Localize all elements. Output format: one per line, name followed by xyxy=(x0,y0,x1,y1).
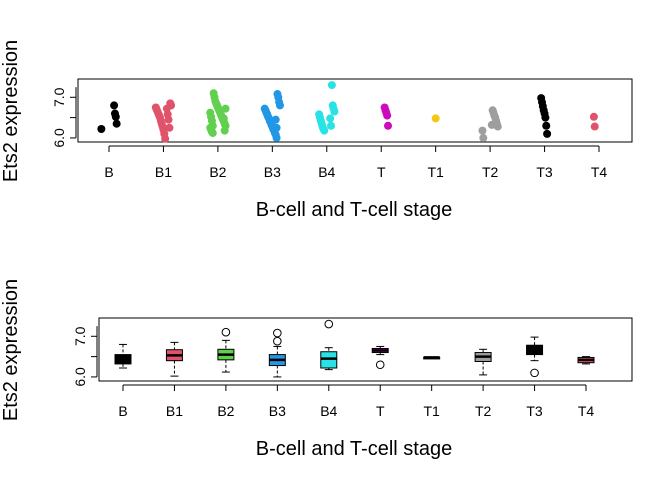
plot-frame-box xyxy=(98,317,633,382)
strip-point-b xyxy=(110,101,119,110)
strip-point-t4 xyxy=(590,122,599,131)
strip-point-b3 xyxy=(272,123,281,132)
x-tick-label-strip-t: T xyxy=(377,164,386,180)
strip-point-b2 xyxy=(220,126,229,135)
x-tick-label-strip-t4: T4 xyxy=(591,164,608,180)
strip-point-b4 xyxy=(315,110,324,119)
x-tick-label-box-t1: T1 xyxy=(423,403,440,419)
strip-point-t3 xyxy=(537,94,546,103)
strip-point-b3 xyxy=(260,104,269,113)
x-tick-label-strip-b: B xyxy=(104,164,113,180)
box-outlier xyxy=(273,336,282,346)
y-axis-title-strip: Ets2 expression xyxy=(0,40,22,182)
box-t1 xyxy=(423,356,441,360)
box-b4 xyxy=(320,319,338,371)
strip-point-t3 xyxy=(543,129,552,138)
x-tick-label-box-b1: B1 xyxy=(166,403,183,419)
strip-point-b2 xyxy=(206,108,215,117)
x-tick-label-strip-b4: B4 xyxy=(318,164,335,180)
x-tick-label-strip-t3: T3 xyxy=(536,164,553,180)
box-t xyxy=(371,345,389,370)
boxplot-panel: 6.0 7.0 B B1 B2 B3 B4 T T1 T2 T3 T4 B-cell and T-c… xyxy=(0,279,633,460)
strip-point-b3 xyxy=(271,115,280,124)
y-axis-box: 6.0 7.0 xyxy=(72,326,98,387)
strip-point-t2 xyxy=(478,126,487,135)
x-tick-label-box-t4: T4 xyxy=(578,403,595,419)
box-outlier xyxy=(324,319,334,329)
strip-point-b1 xyxy=(151,103,160,112)
strip-point-b xyxy=(112,119,121,128)
strip-point-t4 xyxy=(589,112,598,121)
x-tick-label-strip-b3: B3 xyxy=(264,164,281,180)
box-t4 xyxy=(577,356,595,365)
strip-point-t2 xyxy=(487,120,496,129)
strip-point-b3 xyxy=(273,90,282,99)
y-tick-label-strip: 7.0 xyxy=(51,87,67,107)
strip-point-b2 xyxy=(221,104,230,113)
box-outlier xyxy=(221,327,231,337)
box-b1 xyxy=(165,341,183,377)
x-tick-label-strip-t2: T2 xyxy=(482,164,499,180)
x-tick-label-strip-t1: T1 xyxy=(427,164,444,180)
strip-point-b4 xyxy=(328,101,337,110)
box-outlier xyxy=(375,360,385,370)
x-axis-strip: B B1 B2 B3 B4 T T1 T2 T3 T4 xyxy=(104,145,608,180)
x-axis-title-box: B-cell and T-cell stage xyxy=(256,438,452,460)
strip-point-b2 xyxy=(209,89,218,98)
strip-point-b4 xyxy=(327,81,336,90)
y-tick-label-strip: 6.0 xyxy=(51,128,67,148)
strip-point-b xyxy=(97,124,106,133)
strip-point-b4 xyxy=(327,121,336,130)
box-t2 xyxy=(474,348,492,376)
x-tick-label-box-t3: T3 xyxy=(526,403,543,419)
plot-frame-strip xyxy=(77,78,633,143)
box-t3 xyxy=(526,336,544,378)
x-axis-box: B B1 B2 B3 B4 T T1 T2 T3 T4 xyxy=(118,384,595,419)
strip-point-t xyxy=(380,103,389,112)
y-axis-title-box: Ets2 expression xyxy=(0,279,22,421)
strip-chart-panel: 6.0 7.0 B B1 B2 B3 B4 T T1 T2 T3 T4 B-cell and T-c… xyxy=(0,40,633,221)
box-b xyxy=(114,343,132,369)
boxplot-boxes xyxy=(114,319,595,378)
strip-point-t3 xyxy=(542,121,551,130)
strip-point-b1 xyxy=(165,123,174,132)
box-b2 xyxy=(217,327,235,373)
x-axis-title-strip: B-cell and T-cell stage xyxy=(256,199,452,221)
y-tick-label-box: 6.0 xyxy=(72,367,88,387)
strip-point-b1 xyxy=(162,104,171,113)
x-tick-label-box-t2: T2 xyxy=(475,403,492,419)
x-tick-label-box-b2: B2 xyxy=(217,403,234,419)
x-tick-label-box-b3: B3 xyxy=(269,403,286,419)
strip-point-b xyxy=(110,109,119,118)
strip-point-t xyxy=(384,121,393,130)
strip-point-t1 xyxy=(431,114,440,123)
x-tick-label-strip-b1: B1 xyxy=(155,164,172,180)
x-tick-label-box-t: T xyxy=(376,403,385,419)
box-outlier xyxy=(273,328,282,338)
strip-point-b2 xyxy=(219,114,228,123)
y-axis-strip: 6.0 7.0 xyxy=(51,87,77,148)
strip-point-t2 xyxy=(479,133,488,142)
y-tick-label-box: 7.0 xyxy=(72,326,88,346)
box-b3 xyxy=(268,328,286,378)
x-tick-label-strip-b2: B2 xyxy=(209,164,226,180)
strip-point-t2 xyxy=(488,106,497,115)
x-tick-label-box-b: B xyxy=(118,403,127,419)
strip-points xyxy=(97,81,599,143)
box-outlier xyxy=(530,368,539,378)
strip-point-b4 xyxy=(326,114,335,123)
x-tick-label-box-b4: B4 xyxy=(320,403,337,419)
